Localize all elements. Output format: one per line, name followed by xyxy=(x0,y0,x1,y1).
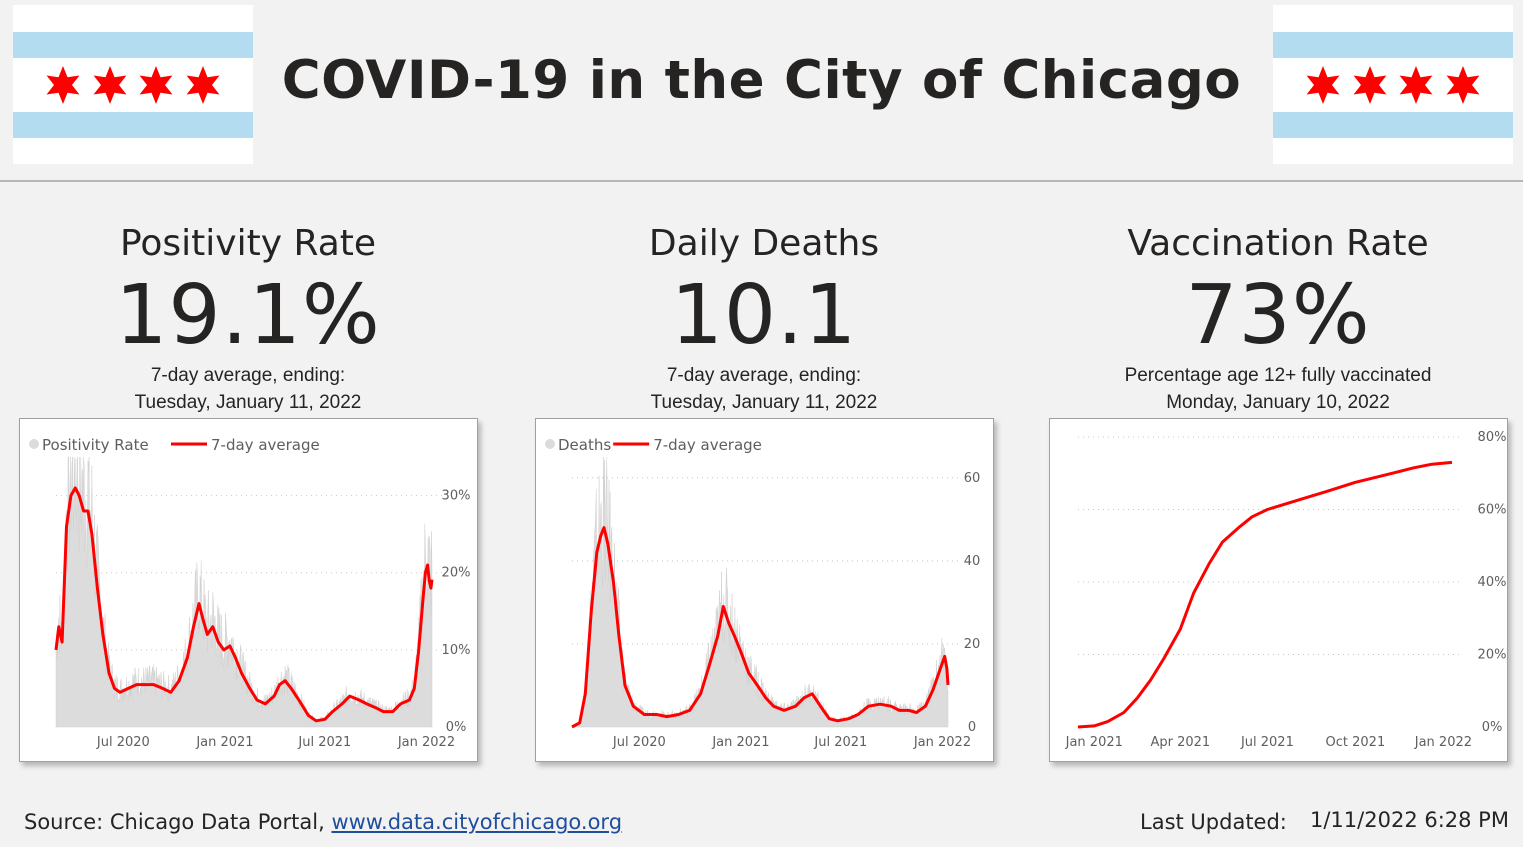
x-tick-label: Apr 2021 xyxy=(1150,735,1210,750)
y-tick-label: 30% xyxy=(442,489,471,504)
flag-star-icon-4 xyxy=(1446,66,1480,104)
x-tick-label: Jan 2021 xyxy=(711,735,769,750)
chart-vaccination[interactable]: 0% 20% 40% 60% 80% Jan 2021 Apr 2021 Jul 2021 Oc… xyxy=(1049,418,1508,762)
kpi-deaths: Daily Deaths 10.1 7-day average, ending:… xyxy=(524,222,1004,416)
flag-star-icon-4 xyxy=(186,66,220,104)
kpi-value: 10.1 xyxy=(670,268,858,363)
legend-dot-icon xyxy=(545,439,555,449)
daily-bars xyxy=(55,456,433,728)
x-tick-label: Oct 2021 xyxy=(1326,735,1386,750)
kpi-label: Daily Deaths xyxy=(648,223,880,264)
flag-star-icon-3 xyxy=(1399,66,1433,104)
flag-stars-right xyxy=(1306,66,1480,104)
y-tick-label: 20% xyxy=(442,566,471,581)
flag-star-icon-1 xyxy=(46,66,80,104)
kpi-date: Tuesday, January 11, 2022 xyxy=(134,392,362,413)
header-divider xyxy=(0,180,1523,182)
daily-bars xyxy=(571,456,949,728)
daily-bar-area xyxy=(55,456,433,728)
y-tick-label: 80% xyxy=(1478,430,1507,445)
flag-star-icon-1 xyxy=(1306,66,1340,104)
x-tick-label: Jul 2021 xyxy=(297,735,351,750)
chicago-flag-left xyxy=(13,5,253,164)
page-title: COVID-19 in the City of Chicago xyxy=(281,50,1242,111)
daily-bar-area xyxy=(571,456,949,728)
flag-star-icon-2 xyxy=(1353,66,1387,104)
chart-positivity[interactable]: 0% 10% 20% 30% Jul 2020 Jan 2021 Jul 2021 Jan 2… xyxy=(19,418,478,762)
chart-vaccination-svg: 0% 20% 40% 60% 80% Jan 2021 Apr 2021 Jul 2021 Oc… xyxy=(1065,430,1507,750)
kpi-subtitle: 7-day average, ending: xyxy=(666,365,862,386)
x-tick-label: Jul 2021 xyxy=(1240,735,1294,750)
chart-deaths[interactable]: 0 20 40 60 Jul 2020 Jan 2021 Jul 2021 Jan 2022 D… xyxy=(535,418,994,762)
y-tick-label: 40% xyxy=(1478,575,1507,590)
legend-dot-icon xyxy=(29,439,39,449)
x-tick-label: Jan 2021 xyxy=(195,735,253,750)
chart-positivity-svg: 0% 10% 20% 30% Jul 2020 Jan 2021 Jul 2021 Jan 2… xyxy=(29,436,471,750)
source-link[interactable]: www.data.cityofchicago.org xyxy=(331,810,623,834)
flag-star-icon-2 xyxy=(93,66,127,104)
x-tick-label: Jul 2020 xyxy=(96,735,150,750)
footer-source: Source: Chicago Data Portal, www.data.ci… xyxy=(24,810,622,834)
x-tick-label: Jan 2022 xyxy=(913,735,971,750)
source-label: Source: Chicago Data Portal, xyxy=(24,810,332,834)
y-tick-label: 0% xyxy=(1482,720,1503,735)
y-tick-label: 0 xyxy=(968,720,976,735)
x-tick-label: Jul 2021 xyxy=(813,735,867,750)
y-tick-label: 0% xyxy=(446,720,467,735)
kpi-label: Positivity Rate xyxy=(119,223,377,264)
vaccination-line xyxy=(1077,460,1453,729)
y-tick-label: 20% xyxy=(1478,648,1507,663)
kpi-vaccination: Vaccination Rate 73% Percentage age 12+ … xyxy=(1038,222,1518,416)
y-tick-label: 10% xyxy=(442,643,471,658)
y-tick-label: 60% xyxy=(1478,503,1507,518)
chart-deaths-svg: 0 20 40 60 Jul 2020 Jan 2021 Jul 2021 Jan 2022 D… xyxy=(545,436,981,750)
legend-label: Deaths xyxy=(558,436,611,454)
kpi-subtitle: Percentage age 12+ fully vaccinated xyxy=(1124,365,1432,386)
kpi-value: 73% xyxy=(1185,268,1371,363)
last-updated-label: Last Updated: xyxy=(1140,810,1287,834)
chicago-flag-right xyxy=(1273,5,1513,164)
flag-stars-left xyxy=(46,66,220,104)
last-updated-value: 1/11/2022 6:28 PM xyxy=(1310,808,1509,832)
x-tick-label: Jan 2021 xyxy=(1065,735,1123,750)
avg-line xyxy=(571,526,950,729)
legend-label: Positivity Rate xyxy=(42,436,149,454)
x-tick-label: Jul 2020 xyxy=(612,735,666,750)
kpi-subtitle: 7-day average, ending: xyxy=(150,365,346,386)
kpi-label: Vaccination Rate xyxy=(1127,223,1429,264)
y-tick-label: 40 xyxy=(964,554,981,569)
legend-label: 7-day average xyxy=(653,436,762,454)
flag-star-icon-3 xyxy=(139,66,173,104)
y-tick-label: 20 xyxy=(964,637,981,652)
kpi-positivity: Positivity Rate 19.1% 7-day average, end… xyxy=(8,222,488,416)
x-tick-label: Jan 2022 xyxy=(397,735,455,750)
kpi-date: Monday, January 10, 2022 xyxy=(1166,392,1390,413)
avg-line xyxy=(54,486,434,723)
x-tick-label: Jan 2022 xyxy=(1414,735,1472,750)
legend-label: 7-day average xyxy=(211,436,320,454)
kpi-date: Tuesday, January 11, 2022 xyxy=(650,392,878,413)
kpi-value: 19.1% xyxy=(115,268,381,363)
y-tick-label: 60 xyxy=(964,471,981,486)
